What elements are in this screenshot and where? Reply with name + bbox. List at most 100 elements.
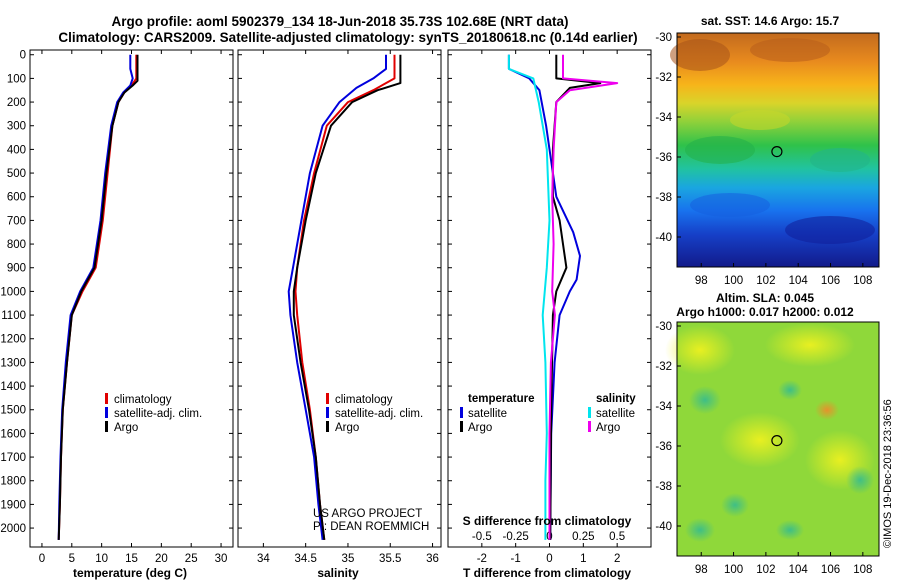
legend-swatch-climatology [105, 393, 108, 404]
map-x-tick-label: 108 [853, 275, 872, 287]
x-tick-label: 34.5 [294, 553, 316, 565]
map-y-tick-label: -30 [655, 321, 672, 333]
legend-label-s-satellite: satellite [596, 408, 635, 420]
legend-swatch-satellite [105, 407, 108, 418]
x-tick-label: 35.5 [379, 553, 401, 565]
map-y-tick-label: -32 [655, 361, 672, 373]
map-y-tick-label: -34 [655, 112, 672, 124]
x-tick-label: 1 [580, 553, 586, 565]
legend-swatch-argo [105, 421, 108, 432]
depth-tick-label: 1900 [0, 499, 26, 511]
temperature-panel: 0100200300400500600700800900100011001200… [0, 49, 234, 580]
x-tick-label: -2 [477, 553, 487, 565]
map-x-tick-label: 104 [789, 564, 809, 576]
depth-tick-label: 200 [7, 97, 26, 109]
sla-map-frame [676, 321, 880, 557]
sst-map-title: sat. SST: 14.6 Argo: 15.7 [701, 14, 840, 28]
x-tick-label: 5 [69, 553, 75, 565]
depth-tick-label: 500 [7, 168, 26, 180]
depth-tick-label: 1000 [0, 286, 26, 298]
s-diff-tick-label: 0.25 [572, 531, 594, 543]
legend-label-climatology: climatology [114, 394, 172, 406]
sla-low-5 [685, 518, 715, 542]
sla-map-title: Altim. SLA: 0.045 [716, 291, 814, 305]
legend-swatch-t-argo [460, 421, 463, 432]
difference-legend: temperature satellite Argo salinity sate… [460, 393, 636, 434]
legend-swatch-argo [326, 421, 329, 432]
map-y-tick-label: -40 [655, 521, 672, 533]
map-y-tick-label: -38 [655, 481, 672, 493]
difference-depth-ticks [448, 54, 651, 529]
sst-mid-patch-3 [810, 148, 870, 172]
map-x-tick-label: 98 [695, 564, 708, 576]
difference-x-axis: -2 -1 0 1 2 [477, 50, 620, 565]
legend-swatch-s-satellite [588, 407, 591, 418]
depth-tick-label: 0 [20, 50, 26, 62]
map-x-tick-label: 108 [853, 564, 872, 576]
sst-cool-patch-2 [785, 216, 875, 244]
depth-tick-label: 1200 [0, 334, 26, 346]
legend-swatch-s-argo [588, 421, 591, 432]
sla-low-6 [776, 520, 804, 540]
s-diff-tick-label: 0.5 [609, 531, 625, 543]
legend-label-s-argo: Argo [596, 422, 620, 434]
x-tick-label: 20 [155, 553, 168, 565]
x-tick-label: 25 [185, 553, 198, 565]
legend-swatch-satellite [326, 407, 329, 418]
map-x-tick-label: 98 [695, 275, 708, 287]
depth-tick-label: 1600 [0, 428, 26, 440]
map-y-tick-label: -40 [655, 232, 672, 244]
depth-tick-label: 1700 [0, 452, 26, 464]
sla-high-1 [665, 325, 735, 375]
sst-warm-patch-2 [750, 38, 830, 62]
sst-warm-patch-1 [670, 39, 730, 71]
legend-label-climatology: climatology [335, 394, 393, 406]
map-y-tick-label: -36 [655, 441, 672, 453]
sla-map-texture [665, 323, 875, 542]
salinity-axes [237, 49, 442, 548]
depth-tick-label: 900 [7, 263, 26, 275]
salinity-x-axis: 34 34.5 35 35.5 36 [257, 50, 439, 565]
depth-tick-label: 1100 [1, 310, 26, 322]
s-difference-label: S difference from climatology [463, 514, 632, 528]
difference-series [507, 54, 619, 540]
sst-map-frame [676, 32, 880, 268]
sla-high-3 [720, 412, 800, 468]
depth-tick-label: 100 [7, 73, 26, 85]
map-y-tick-label: -32 [655, 72, 672, 84]
x-tick-label: 36 [426, 553, 439, 565]
x-tick-label: 30 [215, 553, 228, 565]
difference-panel: -2 -1 0 1 2 -0.5 -0.25 0 0.25 0.5 temperature sa… [447, 49, 652, 580]
legend-label-argo: Argo [335, 422, 359, 434]
depth-tick-label: 800 [7, 239, 26, 251]
map-x-tick-label: 102 [756, 275, 775, 287]
sla-peak [815, 400, 839, 420]
series-line-t-satellite [507, 54, 581, 540]
series-line-s-satellite [507, 54, 551, 540]
map-y-tick-label: -34 [655, 401, 672, 413]
map-y-tick-label: -36 [655, 152, 672, 164]
map-x-tick-label: 106 [821, 275, 840, 287]
sla-low-3 [721, 493, 749, 517]
sla-low-2 [778, 380, 802, 400]
map-y-tick-label: -30 [655, 32, 672, 44]
map-x-tick-label: 102 [756, 564, 775, 576]
t-difference-label: T difference from climatology [463, 566, 631, 580]
depth-tick-label: 2000 [0, 523, 26, 535]
sla-map-subtitle: Argo h1000: 0.017 h2000: 0.012 [676, 305, 854, 319]
sst-cool-patch-1 [690, 193, 770, 217]
temperature-series [57, 54, 139, 540]
sla-high-2 [765, 323, 855, 367]
salinity-legend: climatology satellite-adj. clim. Argo [326, 393, 423, 434]
map-x-tick-label: 106 [821, 564, 840, 576]
map-x-tick-label: 100 [724, 564, 743, 576]
sla-map-x-axis: 98 100 102 104 106 108 [695, 552, 872, 576]
sst-map-panel: sat. SST: 14.6 Argo: 15.7 98 100 102 104 106… [655, 14, 880, 287]
depth-tick-label: 700 [7, 215, 26, 227]
sst-map-texture [670, 38, 875, 244]
header-line-2: Climatology: CARS2009. Satellite-adjuste… [58, 30, 637, 45]
legend-title-salinity: salinity [596, 393, 636, 405]
argo-position-marker [771, 146, 783, 158]
depth-tick-label: 1800 [0, 476, 26, 488]
legend-label-satellite: satellite-adj. clim. [114, 408, 202, 420]
